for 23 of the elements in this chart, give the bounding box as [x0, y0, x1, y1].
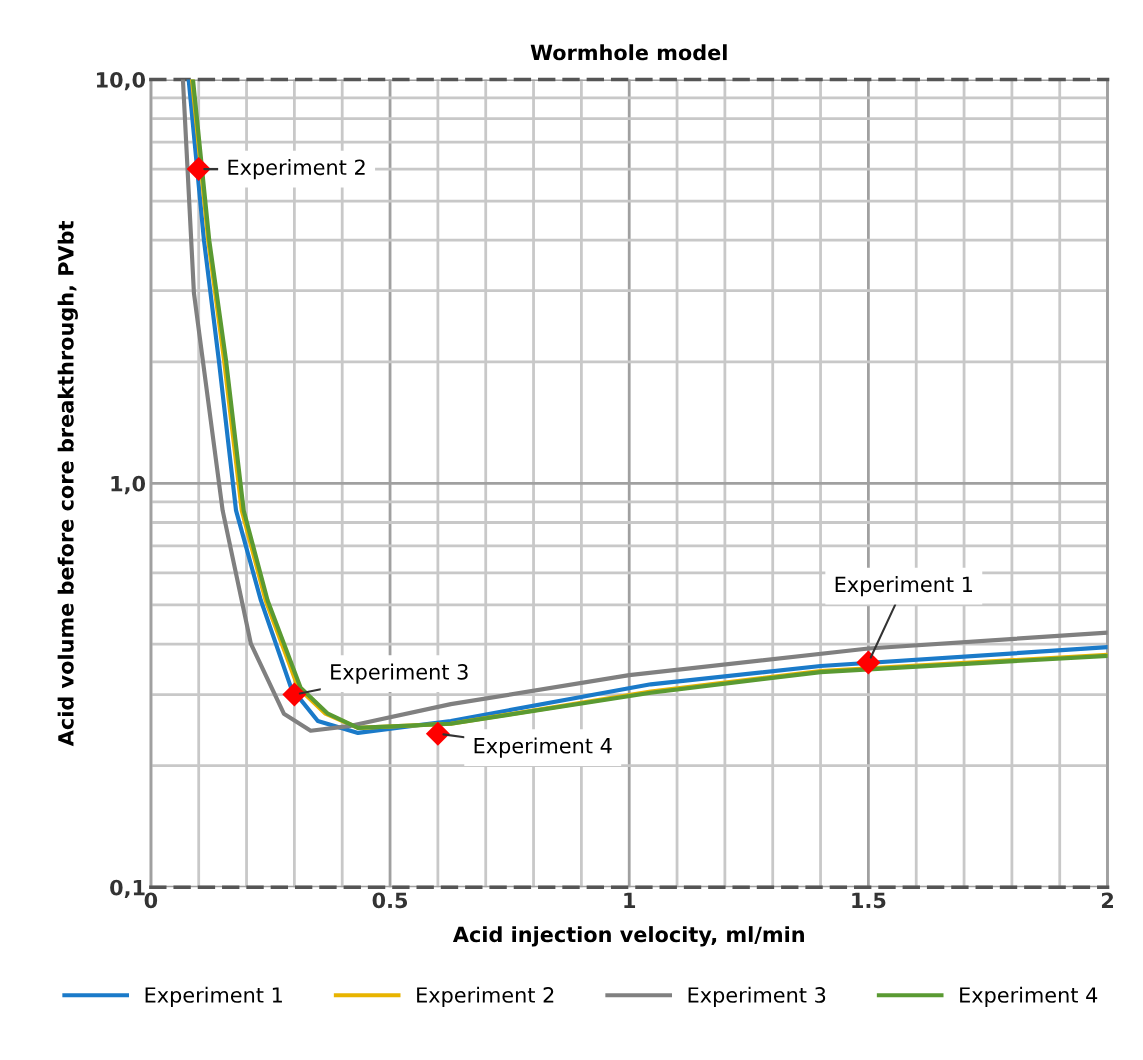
- x-tick-label: 0: [144, 892, 158, 909]
- chart-title: Wormhole model: [530, 44, 727, 61]
- x-tick-label: 2: [1101, 892, 1113, 908]
- x-axis-title: Acid injection velocity, ml/min: [452, 926, 804, 947]
- legend-label: Experiment 1: [145, 986, 282, 1007]
- point: [425, 721, 450, 746]
- y-axis-title: Acid volume before core breakthrough, PVbt: [57, 220, 78, 747]
- point: [856, 650, 881, 675]
- annotation: Experiment 3: [331, 663, 468, 684]
- y-tick-label: 1,0: [111, 475, 146, 495]
- x-tick-label: 0.5: [372, 892, 408, 909]
- x-tick-label: 1: [624, 892, 636, 908]
- annotation: Experiment 1: [835, 576, 972, 597]
- x-tick-label: 1.5: [852, 892, 886, 909]
- y-tick-label: 0,1: [110, 879, 145, 899]
- point: [186, 157, 211, 182]
- legend-label: Experiment 4: [960, 986, 1098, 1007]
- y-tick-label: 10,0: [96, 71, 146, 91]
- annotation: Experiment 4: [474, 737, 612, 758]
- legend-label: Experiment 2: [417, 986, 554, 1007]
- legend-label: Experiment 3: [688, 986, 826, 1007]
- point: [282, 682, 307, 707]
- annotation: Experiment 2: [228, 159, 365, 180]
